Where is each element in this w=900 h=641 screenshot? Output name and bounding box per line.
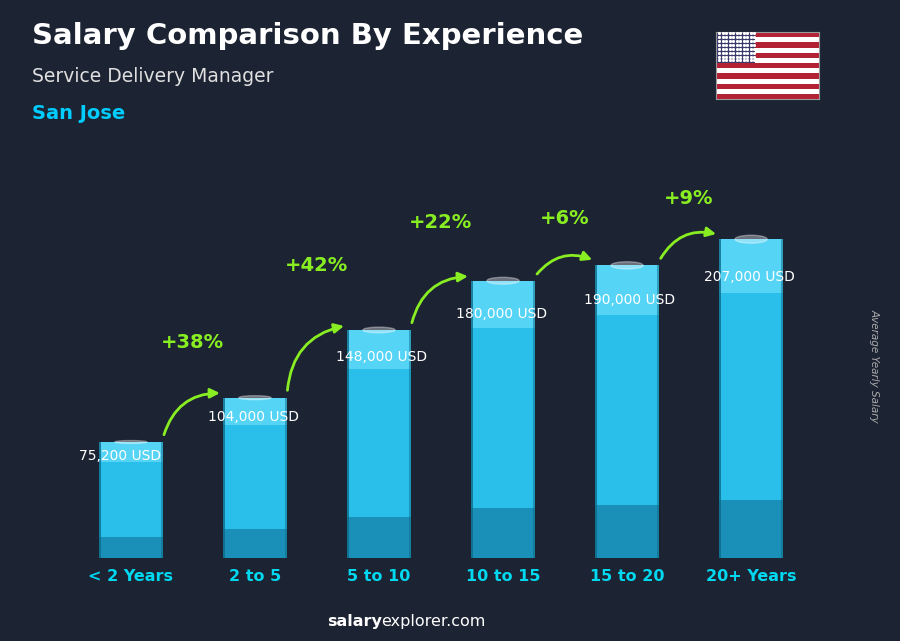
Bar — [222, 529, 287, 558]
Ellipse shape — [735, 235, 767, 243]
Text: explorer.com: explorer.com — [382, 615, 486, 629]
Bar — [533, 281, 536, 558]
Bar — [471, 281, 536, 328]
Ellipse shape — [115, 440, 147, 444]
Text: San Jose: San Jose — [32, 104, 125, 123]
Text: 75,200 USD: 75,200 USD — [79, 449, 161, 463]
Bar — [346, 369, 411, 517]
Bar — [716, 79, 819, 84]
Bar — [595, 315, 660, 505]
Bar — [716, 32, 755, 63]
Bar — [716, 69, 819, 74]
Bar — [99, 537, 163, 558]
Bar — [346, 517, 411, 558]
Bar — [716, 32, 819, 37]
Text: +6%: +6% — [540, 210, 590, 228]
Text: +42%: +42% — [285, 256, 348, 274]
Ellipse shape — [487, 278, 519, 284]
Bar — [471, 508, 536, 558]
Bar — [716, 94, 819, 99]
Bar — [719, 239, 783, 294]
Bar — [222, 397, 287, 425]
Bar — [471, 328, 536, 508]
Text: 180,000 USD: 180,000 USD — [456, 307, 547, 321]
Ellipse shape — [611, 262, 644, 269]
Text: +22%: +22% — [410, 213, 472, 231]
Bar — [716, 63, 819, 69]
Bar — [284, 397, 287, 558]
Bar — [595, 505, 660, 558]
Bar — [595, 265, 660, 315]
Bar — [346, 330, 411, 369]
Text: Salary Comparison By Experience: Salary Comparison By Experience — [32, 22, 583, 51]
Text: +9%: +9% — [664, 190, 714, 208]
Bar — [222, 425, 287, 529]
Bar — [409, 330, 411, 558]
Text: 104,000 USD: 104,000 USD — [208, 410, 299, 424]
Bar — [595, 265, 598, 558]
Bar — [719, 294, 783, 501]
Text: Service Delivery Manager: Service Delivery Manager — [32, 67, 273, 87]
Bar — [716, 89, 819, 94]
Bar — [781, 239, 783, 558]
Bar — [716, 58, 819, 63]
Bar — [657, 265, 660, 558]
Bar — [160, 442, 163, 558]
Bar — [99, 442, 163, 462]
Bar — [716, 42, 819, 47]
Ellipse shape — [363, 327, 395, 333]
Text: 190,000 USD: 190,000 USD — [583, 294, 675, 308]
Ellipse shape — [238, 395, 271, 400]
Text: salary: salary — [327, 615, 382, 629]
Bar — [222, 397, 225, 558]
Bar — [99, 442, 101, 558]
Bar — [719, 239, 722, 558]
Bar — [471, 281, 473, 558]
Bar — [346, 330, 349, 558]
Bar — [716, 84, 819, 89]
Bar — [716, 53, 819, 58]
Text: Average Yearly Salary: Average Yearly Salary — [869, 308, 880, 422]
Bar — [719, 501, 783, 558]
Text: 207,000 USD: 207,000 USD — [704, 271, 795, 285]
Text: +38%: +38% — [161, 333, 224, 351]
Text: 148,000 USD: 148,000 USD — [336, 351, 427, 364]
Bar — [716, 74, 819, 79]
Bar — [716, 47, 819, 53]
Bar — [99, 462, 163, 537]
Bar — [716, 37, 819, 42]
